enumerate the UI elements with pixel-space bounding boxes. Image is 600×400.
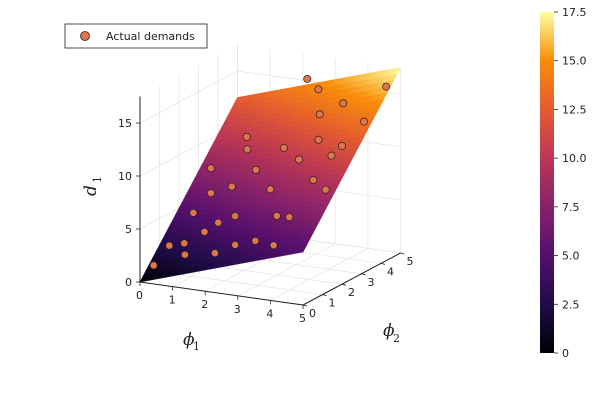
data-point (327, 151, 336, 160)
x-axis-title: ϕ 1 (183, 330, 200, 353)
data-point (165, 241, 174, 250)
points-layer (149, 75, 391, 270)
y-tick-mark (322, 294, 327, 296)
legend-label: Actual demands (106, 30, 195, 43)
colorbar-tick-label: 12.5 (562, 103, 587, 116)
data-point (272, 211, 281, 220)
y-tick-mark (341, 283, 347, 286)
colorbar-tick-label: 10.0 (562, 152, 587, 165)
colorbar-ticks: 0 2.5 5.0 7.5 10.0 12.5 15.0 17.5 (554, 6, 587, 360)
data-point (337, 142, 346, 150)
data-point (206, 164, 215, 173)
y-tick-mark (380, 263, 386, 265)
colorbar-tick-label: 15.0 (562, 55, 587, 68)
colorbar-gradient (540, 12, 554, 353)
data-point (251, 165, 260, 174)
y-axis-title: ϕ 2 (383, 321, 400, 345)
z-axis-label: d (81, 185, 101, 196)
side-wall-grid-line (139, 70, 238, 124)
y-axis-label: ϕ (383, 321, 395, 341)
x-tick-label: 0 (136, 289, 143, 302)
data-point (314, 85, 323, 94)
y-tick-mark (302, 304, 308, 307)
axes-layer (139, 96, 401, 306)
data-point (231, 212, 240, 220)
x-tick-label: 5 (299, 312, 306, 325)
z-axis-label-sub: 1 (91, 176, 104, 183)
x-tick-label: 2 (201, 298, 208, 311)
x-tick-label: 1 (169, 294, 176, 307)
z-tick-label: 10 (118, 170, 132, 183)
y-tick-label: 3 (368, 276, 375, 289)
data-point (285, 213, 294, 222)
y-tick-mark (361, 273, 366, 276)
colorbar-tick-label: 7.5 (562, 201, 580, 214)
data-point (314, 135, 323, 144)
data-point (227, 182, 236, 191)
z-tick-label: 5 (125, 223, 132, 236)
data-point (251, 236, 260, 245)
y-tick-label: 5 (407, 255, 414, 268)
y-tick-label: 1 (329, 297, 336, 310)
x-axis-line (139, 281, 304, 306)
data-point (339, 99, 348, 108)
data-point (303, 75, 312, 83)
colorbar: 0 2.5 5.0 7.5 10.0 12.5 15.0 17.5 (540, 6, 587, 360)
data-point (243, 145, 252, 154)
y-tick-label: 4 (387, 265, 394, 278)
data-point (207, 189, 215, 198)
floor-grid-line (237, 243, 336, 297)
data-point (214, 218, 223, 227)
y-axis-label-sub: 2 (393, 332, 400, 345)
data-point (269, 241, 278, 250)
x-axis-label-sub: 1 (193, 340, 200, 353)
data-point (309, 176, 318, 184)
data-point (321, 185, 330, 194)
data-point (181, 250, 189, 259)
data-point (360, 117, 369, 126)
y-axis-line (302, 252, 401, 306)
colorbar-tick-label: 2.5 (562, 298, 580, 311)
z-tick-label: 0 (125, 276, 132, 289)
x-tick-label: 3 (234, 303, 241, 316)
colorbar-tick-label: 5.0 (562, 250, 580, 263)
y-tick-label: 2 (348, 286, 355, 299)
data-point (231, 240, 240, 249)
z-tick-label: 15 (118, 117, 132, 130)
data-point (382, 82, 391, 91)
z-axis-title: d 1 (81, 176, 104, 196)
colorbar-tick-label: 17.5 (562, 6, 587, 19)
data-point (294, 155, 303, 164)
data-point (266, 185, 275, 194)
y-tick-label: 0 (309, 307, 316, 320)
x-axis-label: ϕ (183, 330, 195, 350)
x-tick-label: 4 (266, 307, 273, 320)
data-point (189, 208, 198, 217)
data-point (279, 143, 288, 152)
data-point (180, 239, 189, 248)
data-point (242, 132, 251, 141)
legend: Actual demands (64, 23, 208, 49)
y-tick-mark (400, 252, 405, 255)
surface-patch (391, 67, 402, 76)
data-point (210, 249, 219, 258)
data-point (149, 261, 158, 270)
legend-marker (80, 31, 90, 41)
data-point (200, 227, 209, 236)
floor-grid-line (159, 271, 323, 295)
colorbar-tick-label: 0 (562, 347, 569, 360)
floor-grid-line (270, 248, 369, 301)
data-point (315, 110, 324, 119)
